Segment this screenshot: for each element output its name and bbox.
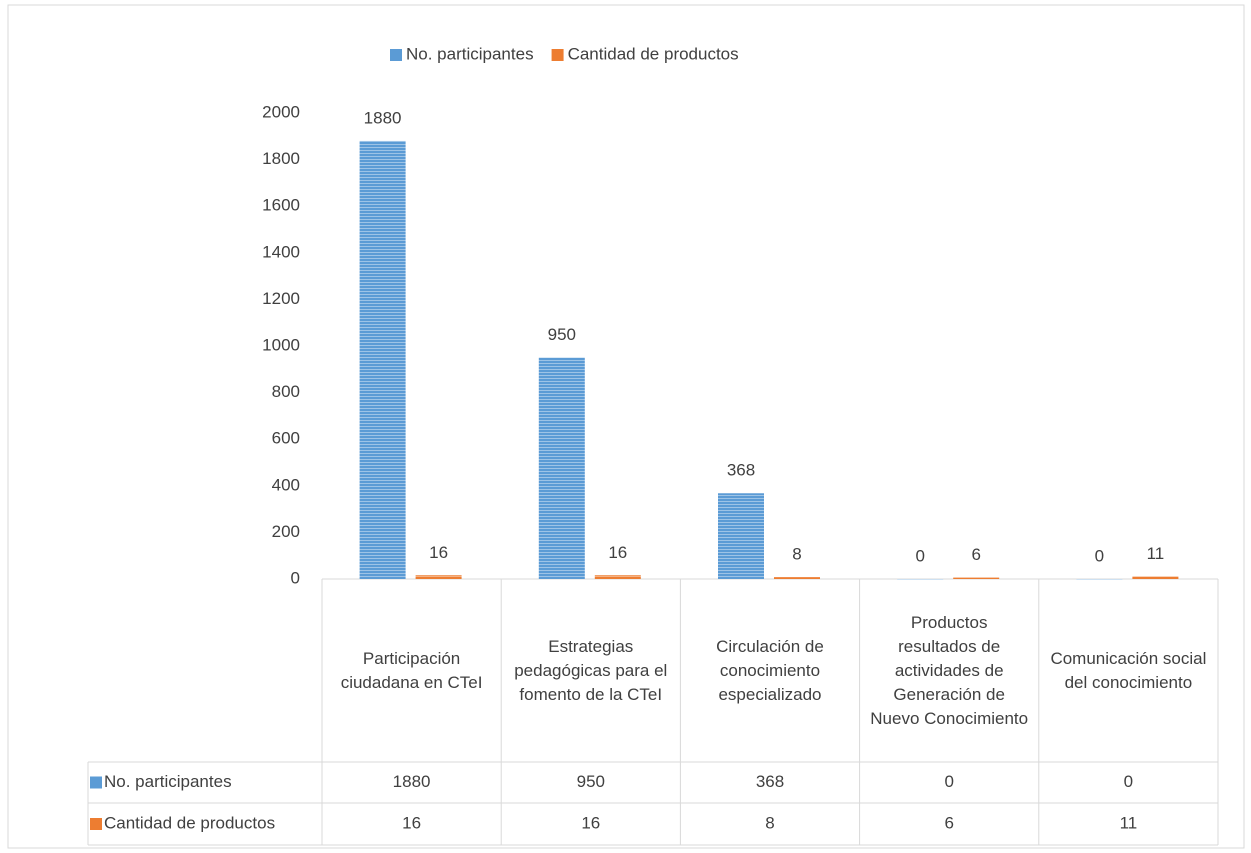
y-tick-label: 600 xyxy=(272,429,300,448)
data-label: 11 xyxy=(1147,544,1165,563)
y-tick-label: 800 xyxy=(272,382,300,401)
category-label: Participación ciudadana en CTeI xyxy=(340,648,483,692)
table-cell: 6 xyxy=(944,813,953,832)
bar xyxy=(594,575,641,579)
table-cell: 0 xyxy=(1124,772,1133,791)
legend-label: No. participantes xyxy=(406,44,534,63)
y-tick-label: 0 xyxy=(291,568,300,587)
legend-label: Cantidad de productos xyxy=(568,44,739,63)
table-cell: 16 xyxy=(402,813,421,832)
bar xyxy=(359,140,406,579)
data-label: 16 xyxy=(608,543,627,562)
table-cell: 0 xyxy=(944,772,953,791)
table-legend-swatch xyxy=(90,776,102,789)
bar xyxy=(415,575,462,579)
category-label: Estrategias pedagógicas para el fomento … xyxy=(514,636,668,704)
table-cell: 11 xyxy=(1120,813,1138,832)
data-label: 1880 xyxy=(364,108,402,127)
bar xyxy=(774,577,820,579)
category-label: Productos resultados de actividades de G… xyxy=(870,612,1029,728)
data-label: 6 xyxy=(971,545,980,564)
data-label: 0 xyxy=(1095,546,1104,565)
y-tick-label: 400 xyxy=(272,475,300,494)
table-legend-swatch xyxy=(90,818,102,830)
bar xyxy=(718,493,764,579)
table-cell: 950 xyxy=(577,772,605,791)
chart-border xyxy=(7,4,1245,849)
table-cell: 368 xyxy=(756,772,784,791)
table-cell: 8 xyxy=(765,813,774,832)
table-cell: 16 xyxy=(581,813,600,832)
y-tick-label: 1400 xyxy=(262,242,300,261)
y-tick-label: 1800 xyxy=(262,149,300,168)
y-tick-label: 200 xyxy=(272,522,300,541)
category-label: Comunicación social del conocimiento xyxy=(1050,648,1207,692)
data-label: 16 xyxy=(429,543,448,562)
category-label: Circulación de conocimiento especializad… xyxy=(716,636,824,704)
table-cell: 1880 xyxy=(393,772,431,791)
y-tick-label: 1600 xyxy=(262,196,300,215)
bar xyxy=(1076,579,1123,580)
legend-swatch xyxy=(390,49,402,61)
data-label: 0 xyxy=(915,546,924,565)
y-tick-label: 2000 xyxy=(262,102,300,121)
data-label: 368 xyxy=(727,461,755,480)
bar xyxy=(538,357,585,579)
data-label: 950 xyxy=(548,325,576,344)
data-label: 8 xyxy=(792,545,801,564)
y-tick-label: 1200 xyxy=(262,289,300,308)
y-tick-label: 1000 xyxy=(262,335,300,354)
table-row-label: Cantidad de productos xyxy=(104,813,275,832)
bar xyxy=(897,579,944,580)
table-row-label: No. participantes xyxy=(104,772,232,791)
bar xyxy=(1132,576,1179,579)
bar xyxy=(953,577,1000,579)
legend-swatch xyxy=(551,49,564,61)
